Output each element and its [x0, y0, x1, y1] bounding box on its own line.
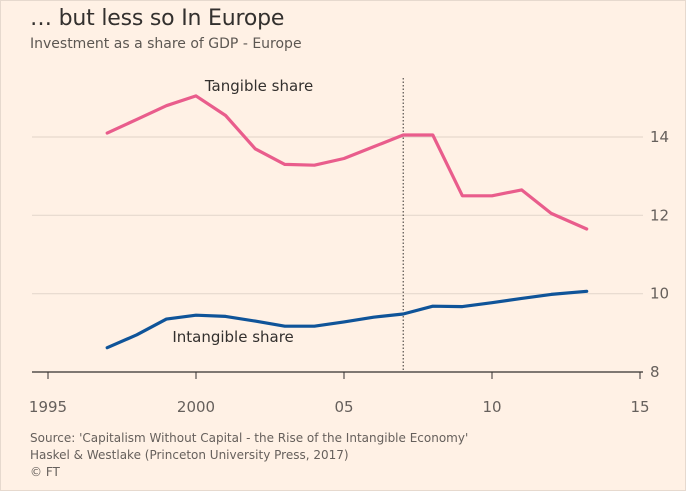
tick-labels: 8 10 12 14 1995 2000 05 10 15 Tangible share Intan… — [29, 77, 669, 416]
x-tick-label-10: 10 — [482, 398, 501, 416]
source-note: Source: 'Capitalism Without Capital - th… — [30, 430, 468, 481]
x-tick-label-2000: 2000 — [177, 398, 215, 416]
series-label-tangible: Tangible share — [204, 77, 313, 95]
source-line-1: Source: 'Capitalism Without Capital - th… — [30, 431, 469, 445]
chart-subtitle: Investment as a share of GDP - Europe — [30, 36, 302, 52]
y-tick-label-14: 14 — [650, 128, 669, 146]
x-axis — [32, 371, 643, 379]
series-label-intangible: Intangible share — [172, 328, 293, 346]
series-lines — [105, 94, 589, 350]
y-tick-label-10: 10 — [650, 285, 669, 303]
ft-credit: © FT — [30, 465, 60, 479]
x-tick-label-05: 05 — [334, 398, 353, 416]
source-line-2: Haskel & Westlake (Princeton University … — [30, 448, 349, 462]
grid-lines — [32, 136, 643, 295]
x-tick-label-15: 15 — [630, 398, 649, 416]
x-tick-label-1995: 1995 — [29, 398, 67, 416]
chart-title: … but less so In Europe — [30, 6, 285, 31]
series-line-intangible — [105, 289, 589, 350]
y-tick-label-12: 12 — [650, 206, 669, 224]
series-line-tangible — [105, 94, 589, 231]
y-tick-label-8: 8 — [650, 363, 660, 381]
